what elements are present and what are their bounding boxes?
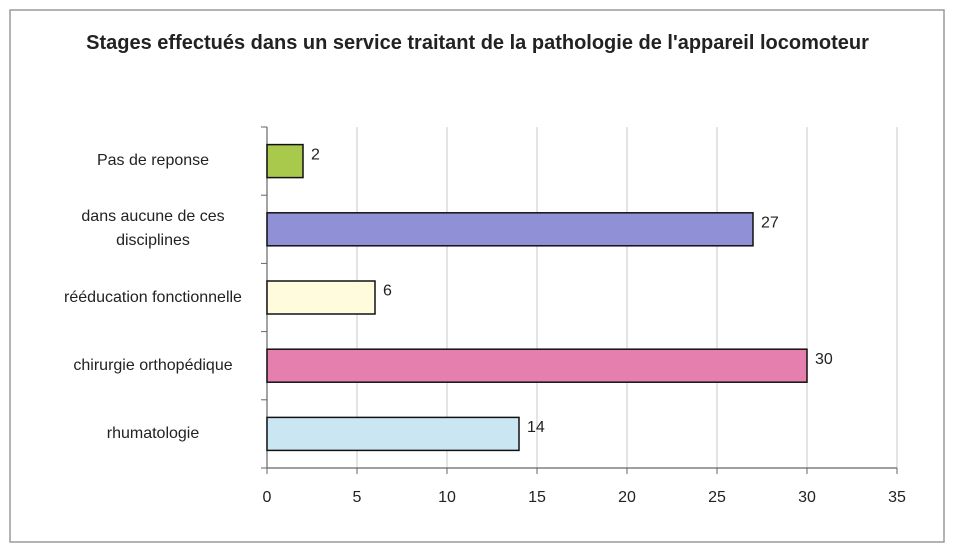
value-label: 6 — [383, 283, 392, 300]
chart-frame — [9, 9, 945, 543]
x-tick-label: 20 — [618, 489, 636, 506]
bar — [266, 416, 520, 452]
value-label: 30 — [815, 351, 833, 368]
bar — [266, 212, 754, 247]
y-tick-label: Pas de reponse — [96, 152, 210, 170]
y-tick-label: rhumatologie — [106, 424, 200, 442]
x-tick-label: 5 — [353, 489, 362, 506]
value-label: 2 — [311, 146, 320, 163]
y-tick-label: rééducation fonctionnelle — [64, 288, 242, 306]
bar — [266, 348, 808, 383]
x-tick-label: 30 — [798, 489, 816, 506]
x-tick-label: 25 — [708, 489, 726, 506]
chart-title: Stages effectués dans un service traitan… — [86, 32, 869, 54]
x-tick-label: 0 — [263, 489, 272, 506]
x-tick-label: 15 — [528, 489, 546, 506]
x-tick-label: 10 — [438, 489, 456, 506]
bar — [266, 280, 376, 315]
y-tick-label: dans aucune de ces disciplines — [81, 208, 225, 250]
y-tick-label: chirurgie orthopédique — [73, 356, 233, 374]
bar — [266, 143, 304, 179]
x-tick-label: 35 — [888, 489, 906, 506]
value-label: 27 — [761, 215, 779, 232]
value-label: 14 — [527, 419, 545, 436]
